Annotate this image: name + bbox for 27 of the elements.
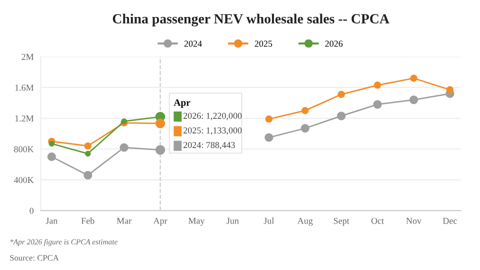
chart-title: China passenger NEV wholesale sales -- CPCA [112,14,390,26]
y-tick-label: 400K [14,176,34,184]
x-tick-label: Sept [334,218,350,226]
x-tick-label: Jan [46,218,58,224]
legend-label: 2026 [325,40,343,47]
legend-label: 2025 [254,40,272,47]
x-tick-label: Nov [406,218,422,224]
x-tick-label: Feb [81,218,94,224]
y-tick-label: 0 [30,208,34,214]
text: Apr [174,99,190,108]
annotation: 2025: 1,133,000 [183,127,242,135]
x-tick-label: Dec [442,218,457,224]
source-note: Source: CPCA [10,255,59,261]
legend-label: 2024 [184,40,202,47]
annotation: 2026: 1,220,000 [183,112,242,120]
x-tick-label: May [188,218,205,226]
x-tick-label: Aug [297,218,313,226]
x-tick-label: Apr [153,218,168,226]
y-tick-label: 2M [22,54,34,60]
x-tick-label: Mar [116,218,132,224]
x-tick-label: Jul [264,218,274,224]
x-tick-label: Oct [371,218,384,224]
y-tick-label: 1.2M [15,115,34,122]
x-tick-label: Jun [226,218,239,224]
y-tick-label: 800K [14,146,34,152]
annotation: 2024: 788,443 [183,142,235,150]
y-tick-label: 1.6M [15,84,34,91]
